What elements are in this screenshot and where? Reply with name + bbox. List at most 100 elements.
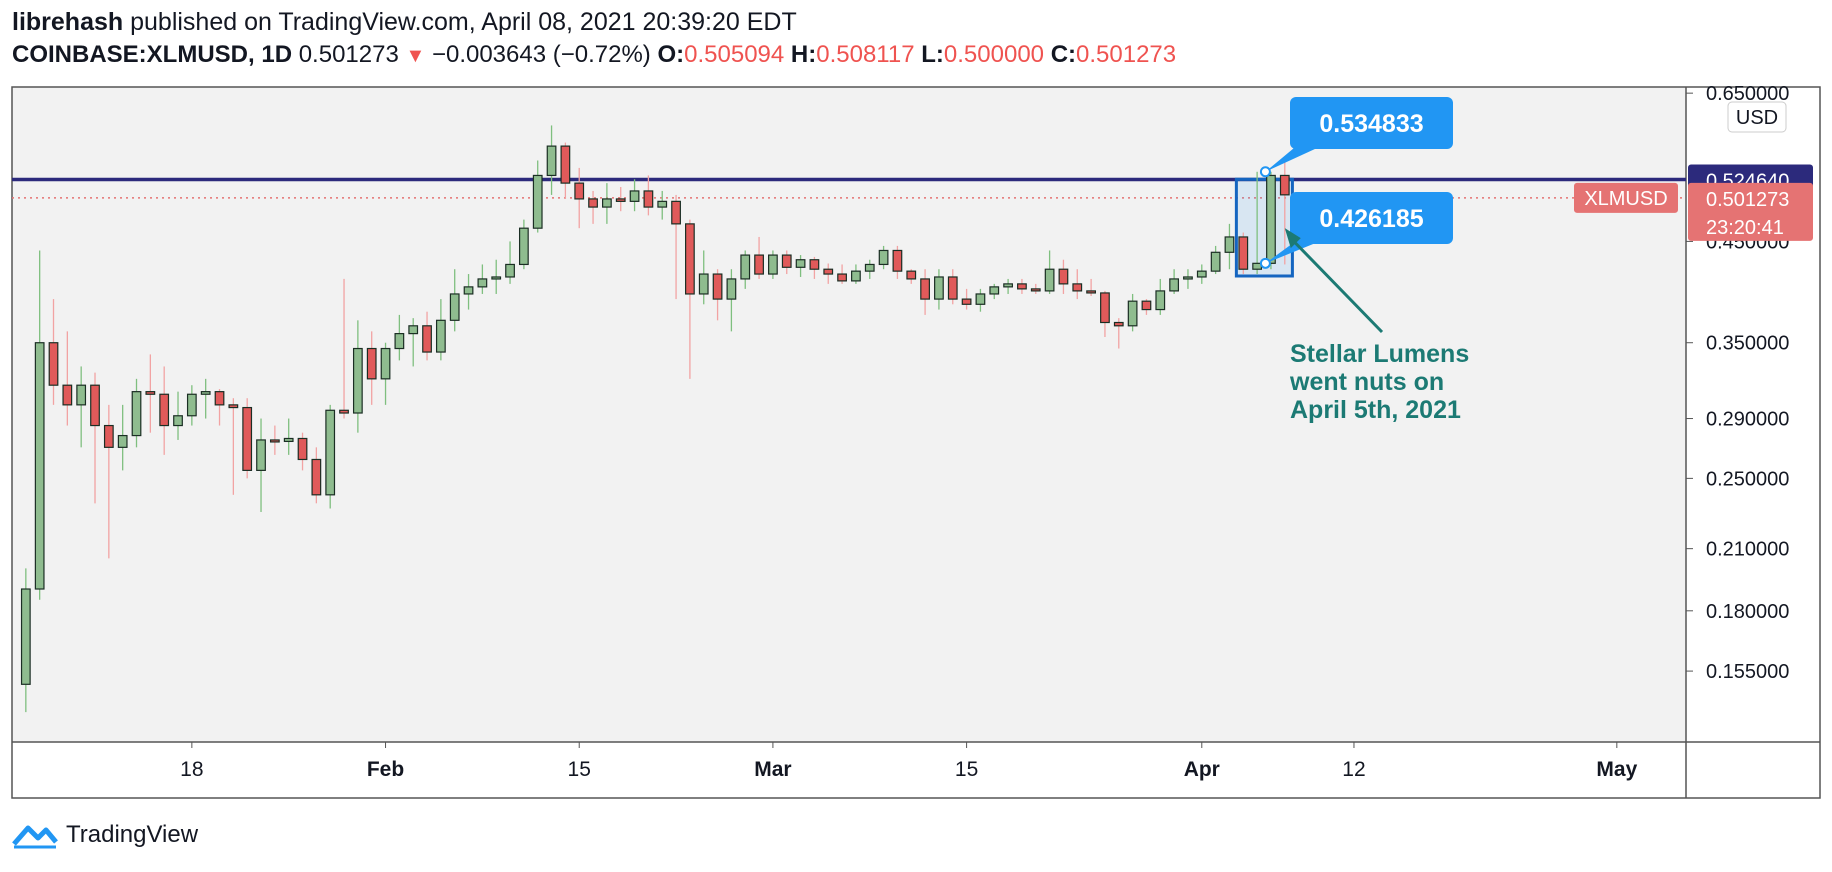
candle-body <box>602 198 612 208</box>
candle-body <box>740 254 751 280</box>
symbol-tag <box>1574 182 1678 213</box>
candle-body <box>325 409 336 496</box>
callout-anchor <box>1259 257 1271 269</box>
candle-body <box>1210 251 1221 272</box>
candle-body <box>698 273 709 295</box>
x-tick-label: Mar <box>754 758 791 781</box>
candle-body <box>864 263 875 272</box>
candle-body <box>1224 236 1235 253</box>
candle-body <box>422 325 432 353</box>
annotation-text: went nuts on <box>1289 368 1444 396</box>
y-tick-label: 0.250000 <box>1706 468 1789 490</box>
author-name[interactable]: librehash <box>12 8 124 36</box>
candle-body <box>1183 276 1193 280</box>
callout-pointer <box>1265 238 1328 264</box>
publish-info: published on TradingView.com, April 08, … <box>130 8 797 36</box>
symbol-tag-label: XLMUSD <box>1584 188 1667 210</box>
candle-body <box>1017 283 1027 290</box>
tradingview-brand[interactable]: TradingView <box>66 821 199 848</box>
candle-body <box>906 270 917 280</box>
candle-body <box>505 263 515 278</box>
x-tick-label: Feb <box>367 758 404 781</box>
candle-body <box>352 347 363 414</box>
candle-body <box>657 200 668 208</box>
open-value: 0.505094 <box>684 41 785 68</box>
candle-body <box>947 276 958 300</box>
candle-body <box>449 293 460 321</box>
candle-body <box>477 278 488 288</box>
candle-body <box>934 276 944 300</box>
candle-body <box>394 333 405 350</box>
candle-body <box>1238 236 1249 270</box>
candle-body <box>1044 268 1055 292</box>
candle-body <box>546 145 557 177</box>
candle-body <box>311 458 322 496</box>
candle-body <box>20 588 31 685</box>
candle-body <box>671 200 681 225</box>
last-price-tag-label: 0.501273 <box>1706 189 1789 211</box>
last-price: 0.501273 <box>298 41 399 68</box>
close-value: 0.501273 <box>1076 41 1177 68</box>
y-tick-label: 0.180000 <box>1706 601 1789 623</box>
candle-body <box>380 347 391 380</box>
publish-line: librehash published on TradingView.com, … <box>12 6 1176 38</box>
candle-body <box>754 254 764 275</box>
candle-body <box>200 391 211 395</box>
candle-body <box>1155 290 1166 311</box>
candle-body <box>961 298 972 305</box>
callout-box <box>1290 97 1453 149</box>
candle-body <box>1072 283 1083 292</box>
candle-body <box>768 254 778 275</box>
candle-body <box>1279 174 1290 196</box>
callout-box <box>1290 192 1453 244</box>
candle-body <box>975 293 986 305</box>
candle-body <box>574 182 585 200</box>
candle-body <box>1030 288 1041 292</box>
candle-body <box>256 439 266 471</box>
x-tick-label: Apr <box>1184 758 1220 781</box>
candle-body <box>781 254 792 268</box>
candle-body <box>1196 270 1207 278</box>
chart-frame <box>11 86 1821 799</box>
chart-header: librehash published on TradingView.com, … <box>12 6 1176 73</box>
candle-body <box>173 415 183 427</box>
candle-body <box>532 174 543 229</box>
callout-anchor <box>1259 166 1271 178</box>
candle-body <box>712 273 723 300</box>
candle-body <box>435 319 446 353</box>
x-tick-label: 15 <box>568 758 591 781</box>
candle-body <box>159 393 170 427</box>
x-tick-label: 18 <box>180 758 203 781</box>
candle-body <box>76 384 87 406</box>
candle-body <box>214 391 225 406</box>
close-label: C: <box>1050 41 1077 68</box>
annotation-text: April 5th, 2021 <box>1290 396 1461 424</box>
low-value: 0.500000 <box>943 41 1045 68</box>
candle-body <box>920 278 930 300</box>
candle-body <box>837 273 847 282</box>
candle-body <box>989 286 1000 295</box>
candle-body <box>518 227 529 266</box>
candle-body <box>878 249 889 266</box>
candle-body <box>615 198 626 202</box>
candle-body <box>1058 268 1069 285</box>
price-change: −0.003643 (−0.72%) <box>431 41 651 68</box>
currency-badge <box>1727 101 1787 133</box>
candle-body <box>145 391 156 395</box>
high-value: 0.508117 <box>816 41 915 68</box>
candle-body <box>795 259 806 268</box>
footer: TradingView <box>12 820 198 850</box>
y-tick-label: 0.290000 <box>1706 409 1789 431</box>
annotation-arrowhead <box>1284 228 1301 249</box>
candle-body <box>1113 321 1124 327</box>
candle-body <box>588 198 598 208</box>
candle-body <box>408 325 419 335</box>
y-tick-label: 0.210000 <box>1706 539 1789 561</box>
tradingview-logo-icon <box>12 825 58 849</box>
candle-body <box>1100 292 1110 324</box>
symbol-title: COINBASE:XLMUSD, 1D <box>12 41 293 68</box>
high-label: H: <box>790 41 817 68</box>
candle-body <box>283 437 294 443</box>
candle-body <box>117 434 128 448</box>
